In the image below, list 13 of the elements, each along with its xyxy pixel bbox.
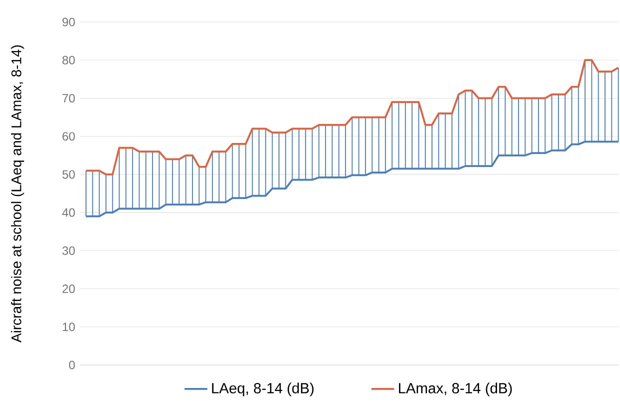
y-tick-label: 10 [62,322,75,332]
y-tick-label: 30 [62,246,75,255]
legend-label: LAmax, 8-14 (dB) [398,382,512,396]
y-tick-label: 40 [62,208,75,217]
y-tick-label: 80 [62,56,75,64]
y-axis-title: Aircraft noise at school (LAeq and LAmax, 8-14) [11,45,24,342]
y-tick-label: 90 [62,18,75,26]
y-tick-label: 60 [62,132,75,141]
y-tick-label: 50 [62,170,75,179]
y-tick-label: 70 [62,94,75,102]
y-tick-label: 0 [69,360,75,370]
legend-label: LAeq, 8-14 (dB) [212,382,314,396]
y-tick-label: 20 [62,284,75,294]
